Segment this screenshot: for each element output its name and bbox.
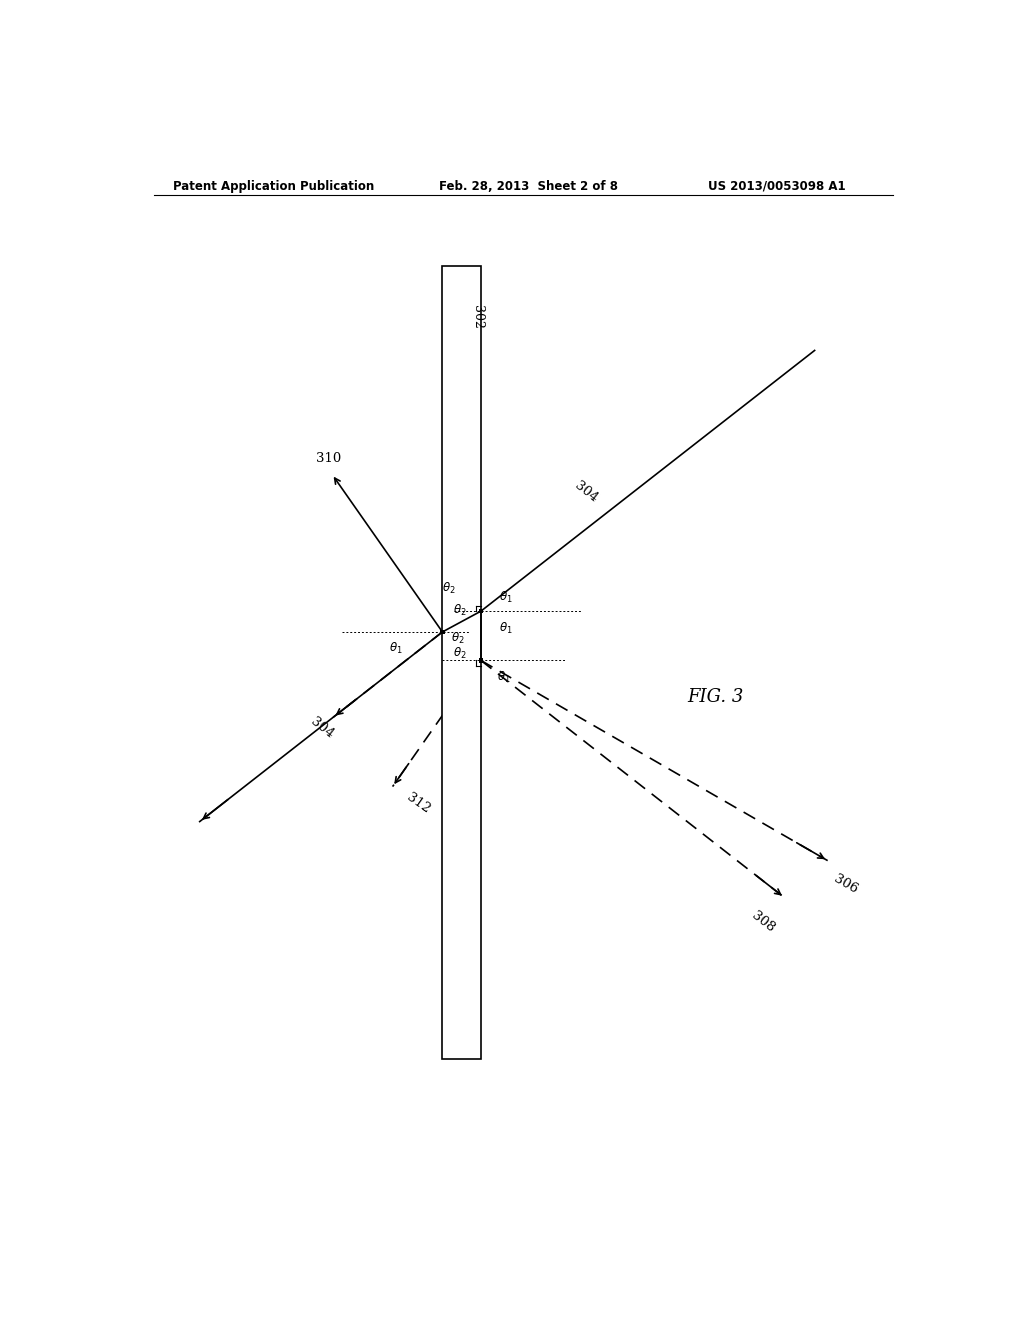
Text: $\theta_1$: $\theta_1$ (499, 620, 512, 636)
Text: $\theta_2$: $\theta_2$ (453, 645, 466, 661)
Bar (478, 659, 483, 663)
Text: 306: 306 (831, 873, 860, 896)
Text: $\theta_1$: $\theta_1$ (389, 642, 403, 656)
Text: FIG. 3: FIG. 3 (687, 689, 744, 706)
Text: Patent Application Publication: Patent Application Publication (173, 180, 374, 193)
Text: 304: 304 (308, 715, 336, 742)
Text: Feb. 28, 2013  Sheet 2 of 8: Feb. 28, 2013 Sheet 2 of 8 (438, 180, 617, 193)
Text: 310: 310 (315, 451, 341, 465)
Text: 312: 312 (404, 791, 432, 816)
Bar (440, 630, 444, 635)
Text: $\theta_2$: $\theta_2$ (441, 581, 456, 595)
Text: $\theta_1$: $\theta_1$ (499, 590, 512, 605)
Text: US 2013/0053098 A1: US 2013/0053098 A1 (708, 180, 846, 193)
Text: $\theta_2$: $\theta_2$ (453, 603, 466, 618)
Bar (442, 267, 481, 1059)
Text: 304: 304 (572, 479, 600, 504)
Text: 308: 308 (749, 909, 776, 935)
Bar (478, 609, 483, 614)
Text: 302: 302 (471, 305, 483, 329)
Text: $\theta_2$: $\theta_2$ (451, 631, 465, 647)
Text: $\theta_1$: $\theta_1$ (498, 669, 511, 685)
